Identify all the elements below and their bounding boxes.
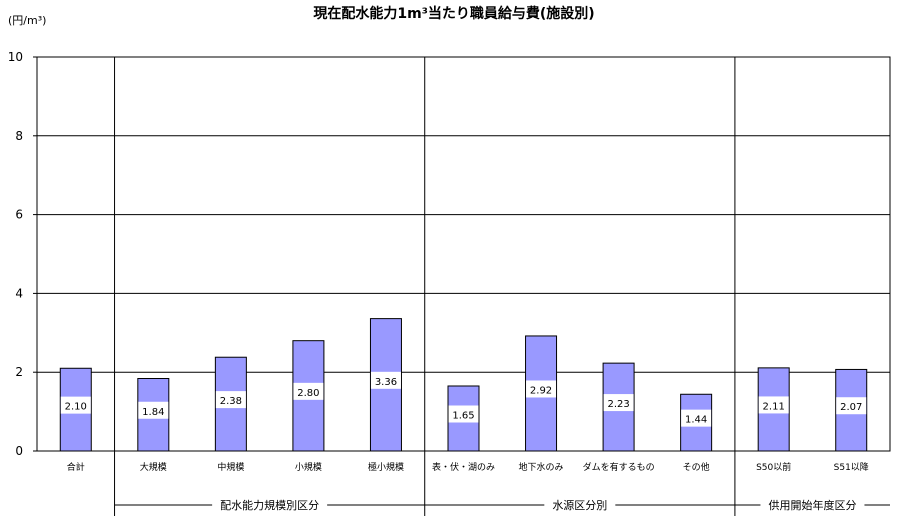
data-label-box [370, 371, 401, 389]
category-label: ダムを有するもの [583, 461, 655, 473]
data-label: 2.07 [840, 402, 862, 413]
y-tick-label: 6 [15, 208, 23, 222]
y-tick-label: 4 [15, 286, 23, 300]
category-label: 大規模 [140, 461, 167, 473]
data-label: 2.11 [763, 401, 785, 412]
data-label-box [836, 397, 867, 415]
plot-border [36, 56, 891, 452]
category-label: 表・伏・湖のみ [432, 461, 495, 473]
data-label-box [215, 391, 246, 409]
gridlines [37, 135, 890, 373]
category-label: 小規模 [295, 462, 322, 473]
y-tick-label: 0 [15, 444, 23, 458]
group-label: 供用開始年度区分 [768, 498, 856, 512]
unit-label: (円/m³) [8, 14, 46, 27]
data-label-box [138, 401, 169, 419]
group-label: 配水能力規模別区分 [220, 498, 319, 512]
data-label-box [293, 382, 324, 400]
data-label-box [681, 409, 712, 427]
data-label: 1.65 [452, 410, 474, 421]
data-labels: 2.10 1.84 2.38 2.80 3.36 1.65 2.92 2.23 1.44 2.11… [60, 371, 867, 427]
group-label: 水源区分別 [552, 498, 607, 512]
data-label: 2.10 [65, 402, 87, 413]
chart-title: 現在配水能力1m³当たり職員給与費(施設別) [313, 5, 594, 22]
data-label: 3.36 [375, 377, 397, 388]
category-label: その他 [683, 461, 710, 473]
category-label: 中規模 [217, 461, 244, 473]
data-label: 2.23 [607, 399, 629, 410]
category-label: 合計 [67, 461, 85, 473]
y-tick-label: 8 [15, 129, 23, 143]
category-labels: 合計 大規模 中規模 小規模 極小規模 表・伏・湖のみ 地下水のみ ダムを有するもの その他 S5… [67, 461, 869, 473]
y-tick-label: 10 [8, 50, 23, 64]
data-label: 2.92 [530, 385, 552, 396]
category-label: 地下水のみ [519, 461, 564, 473]
data-label: 2.38 [220, 396, 242, 407]
plot-frame [36, 56, 891, 516]
data-label: 1.44 [685, 415, 707, 426]
y-tick-label: 2 [15, 365, 23, 379]
data-label: 1.84 [142, 407, 164, 418]
data-label-box [60, 396, 91, 414]
data-label-box [758, 396, 789, 414]
group-labels: 配水能力規模別区分 水源区分別 供用開始年度区分 [220, 498, 856, 512]
y-axis-ticks: 0 2 4 6 8 10 [8, 50, 37, 458]
data-label: 2.80 [297, 388, 319, 399]
data-label-box [526, 380, 557, 398]
data-label-box [603, 394, 634, 412]
bars [59, 318, 868, 452]
category-label: S51以降 [834, 461, 869, 473]
data-label-box [448, 405, 479, 423]
category-label: 極小規模 [368, 461, 404, 473]
category-label: S50以前 [756, 461, 791, 473]
